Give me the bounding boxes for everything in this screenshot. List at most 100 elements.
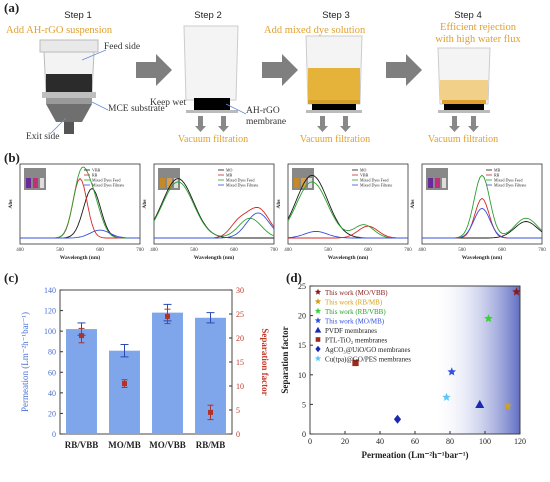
x-axis-label: Wavelength (nm) xyxy=(60,254,101,261)
y-tick-label: 80 xyxy=(48,348,56,357)
spectrum-series-4 xyxy=(154,212,275,239)
data-point-cu-tpa-go-pes-membranes xyxy=(442,392,451,401)
legend-marker xyxy=(315,345,321,353)
step1-funnel xyxy=(39,39,99,134)
inset-vial-2 xyxy=(435,178,440,188)
x-tick-label: 20 xyxy=(341,437,349,446)
inset-vial-2 xyxy=(33,178,38,188)
y2-axis-label: Separation factor xyxy=(260,328,270,395)
y-tick-label: 60 xyxy=(48,368,56,377)
membrane-label: AH-rGO membrane xyxy=(246,106,287,127)
y-tick-label: 140 xyxy=(44,286,56,295)
legend-entry: This work (MO/VBB) xyxy=(325,289,388,297)
exit-side-label: Exit side xyxy=(26,132,60,142)
y2-tick-label: 10 xyxy=(236,382,244,391)
inset-vial-3 xyxy=(442,178,446,188)
legend-entry: Mixed Dyes Filtrate xyxy=(494,183,526,188)
y-tick-label: 40 xyxy=(48,389,56,398)
legend-entry: RB xyxy=(494,173,500,178)
spectrum-series-3 xyxy=(153,181,275,237)
panel-b-label: (b) xyxy=(4,150,20,165)
panel-c-label: (c) xyxy=(4,270,19,285)
data-point-this-work-rb-mb- xyxy=(503,401,512,410)
x-tick-label: 500 xyxy=(56,248,64,253)
y-tick-label: 0 xyxy=(52,430,56,439)
legend-entry: This work (RB/VBB) xyxy=(325,308,386,316)
inset-vial-2 xyxy=(301,178,306,188)
step2-title: Step 2 xyxy=(194,10,222,21)
x-tick-label: 400 xyxy=(418,248,426,253)
x-tick-label: 60 xyxy=(411,437,419,446)
data-point-ptl-tio-membranes xyxy=(352,359,359,367)
legend-entry: Mixed Dyes Feed xyxy=(360,178,388,183)
panel-a-schematic xyxy=(39,25,491,135)
y-axis-label: Abs xyxy=(142,199,148,208)
y-tick-label: 0 xyxy=(302,430,306,439)
step2-funnel xyxy=(183,25,239,132)
legend-entry: Mixed Dyes Feed xyxy=(494,178,522,183)
legend-entry: MB xyxy=(494,168,501,173)
x-tick-label: 600 xyxy=(230,248,238,253)
y-axis-label: Abs xyxy=(276,199,282,208)
x-axis-label: Wavelength (nm) xyxy=(194,254,235,261)
legend-entry: This work (RB/MB) xyxy=(325,299,383,307)
x-tick-label: 120 xyxy=(514,437,526,446)
high-performance-region xyxy=(432,286,520,434)
y2-tick-label: 25 xyxy=(236,310,244,319)
step3-title: Step 3 xyxy=(322,10,350,21)
inset-vial-1 xyxy=(26,178,31,188)
x-tick-label: 700 xyxy=(270,248,278,253)
legend-marker xyxy=(314,288,322,295)
y-axis-label: Abs xyxy=(8,199,14,208)
spectrum-series-4 xyxy=(287,230,408,239)
legend-entry: Cu(tpa)@GO/PES membranes xyxy=(325,356,411,364)
panel-d-label: (d) xyxy=(286,270,302,285)
bar-MO/VBB xyxy=(152,312,183,434)
x-tick-label: 600 xyxy=(364,248,372,253)
legend-entry: AgCO₃@UiO/GO membranes xyxy=(325,346,411,354)
legend-entry: This work (MO/MB) xyxy=(325,318,385,326)
x-tick-label: 400 xyxy=(284,248,292,253)
x-tick-label: 700 xyxy=(136,248,144,253)
x-tick-label: 100 xyxy=(479,437,491,446)
category-label: RB/VBB xyxy=(65,440,99,450)
spectrum-series-3 xyxy=(287,181,408,239)
x-tick-label: 500 xyxy=(324,248,332,253)
x-tick-label: 0 xyxy=(308,437,312,446)
spectrum-series-4 xyxy=(20,229,140,239)
x-axis-label: Wavelength (nm) xyxy=(462,254,503,261)
legend-entry: VBB xyxy=(360,173,369,178)
x-tick-label: 400 xyxy=(16,248,24,253)
legend-entry: PTL-TiO₂ membranes xyxy=(325,337,388,345)
x-tick-label: 700 xyxy=(538,248,546,253)
y-tick-label: 5 xyxy=(302,400,306,409)
x-tick-label: 500 xyxy=(458,248,466,253)
step4-caption: Efficient rejection with high water flux xyxy=(435,22,521,45)
y2-tick-label: 30 xyxy=(236,286,244,295)
step4-funnel xyxy=(437,47,491,132)
y-tick-label: 15 xyxy=(298,341,306,350)
panel-c-chart: 0 20 40 60 80 100 120 140 0 5 10 15 20 25 30 RB/VBB MO/M… xyxy=(20,286,270,450)
step4-title: Step 4 xyxy=(454,10,482,21)
legend-marker xyxy=(315,337,321,342)
bar-MO/MB xyxy=(109,350,140,434)
inset-vial-1 xyxy=(294,178,299,188)
y-axis-label: Abs xyxy=(410,199,416,208)
x-tick-label: 700 xyxy=(404,248,412,253)
legend-entry: MO xyxy=(226,168,233,173)
data-point-pvdf-membranes xyxy=(475,399,485,408)
y-tick-label: 25 xyxy=(298,282,306,291)
panel-a-label: (a) xyxy=(4,0,20,15)
legend-entry: MO xyxy=(360,168,367,173)
panel-d-chart: 0 20 40 60 80 100 120 0 5 10 15 20 25 This work (MO/V… xyxy=(280,282,526,460)
y-tick-label: 20 xyxy=(48,409,56,418)
inset-vial-1 xyxy=(160,178,165,188)
legend-marker xyxy=(314,355,322,362)
step1-caption: Add AH-rGO suspension xyxy=(6,25,113,36)
x-tick-label: 600 xyxy=(96,248,104,253)
spectrum-series-4 xyxy=(422,207,542,239)
y2-tick-label: 0 xyxy=(236,430,240,439)
y-axis-label: Permeation (Lm⁻²h⁻¹bar⁻¹) xyxy=(20,312,30,412)
